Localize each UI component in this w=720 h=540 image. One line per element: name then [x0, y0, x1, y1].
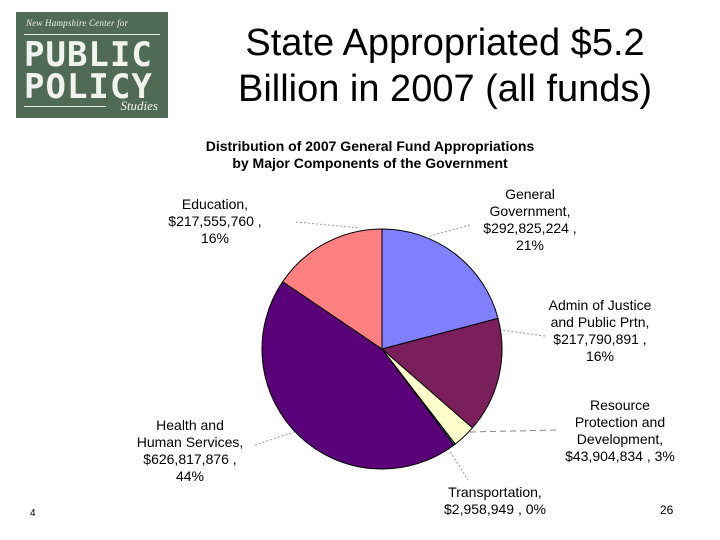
label-line: Development,: [576, 431, 664, 447]
label-line: $217,790,891 ,: [553, 331, 647, 347]
label-line: Education,: [181, 196, 249, 212]
pie-slice-education: [281, 228, 383, 350]
label-line: General: [505, 186, 555, 202]
label-line: Protection and: [574, 414, 666, 430]
label-admin-justice: Admin of Justice and Public Prtn, $217,790…: [525, 297, 675, 365]
leader-lines: [254, 221, 557, 481]
label-line: and Public Prtn,: [550, 314, 650, 330]
label-line: $626,817,876 ,: [143, 451, 237, 467]
page-number-left: 4: [30, 508, 36, 519]
chart-title: Distribution of 2007 General Fund Approp…: [160, 138, 580, 172]
leader-transportation: [445, 444, 469, 481]
logo-policy: POLICY: [24, 67, 153, 107]
logo-rule-bottom: [24, 106, 106, 107]
leader-education: [295, 221, 361, 229]
label-line: Transportation,: [448, 484, 542, 500]
label-line: 21%: [515, 237, 545, 253]
label-line: Health and: [156, 417, 224, 433]
chart-title-line1: Distribution of 2007 General Fund Approp…: [205, 138, 535, 154]
chart-title-line2: by Major Components of the Government: [232, 155, 508, 171]
pie-slice-admin-of-justice-and-public-prtn: [380, 317, 503, 429]
label-line: $2,958,949 , 0%: [444, 501, 546, 517]
label-line: $43,904,834 , 3%: [565, 448, 675, 464]
label-line: Government,: [489, 203, 571, 219]
label-line: Human Services,: [136, 434, 244, 450]
logo-rule: [24, 34, 160, 35]
slide-title: State Appropriated $5.2 Billion in 2007 …: [185, 20, 705, 112]
label-general-government: General Government, $292,825,224 , 21%: [460, 186, 600, 254]
label-transportation: Transportation, $2,958,949 , 0%: [425, 484, 565, 518]
leader-admin-justice: [499, 329, 546, 337]
logo-tagline: New Hampshire Center for: [26, 18, 129, 28]
slide-title-line2: Billion in 2007 (all funds): [237, 68, 652, 110]
pie-slices: [261, 228, 503, 470]
label-resource-protection: Resource Protection and Development, $43,90…: [545, 397, 695, 465]
label-line: 16%: [200, 230, 230, 246]
label-line: Resource: [590, 397, 650, 413]
leader-resource: [469, 429, 557, 433]
label-education: Education, $217,555,760 , 16%: [150, 196, 280, 247]
label-line: Admin of Justice: [548, 297, 652, 313]
pie-slice-health-and-human-services: [261, 280, 455, 470]
label-line: $292,825,224 ,: [483, 220, 577, 236]
label-line: $217,555,760 ,: [168, 213, 262, 229]
leader-health: [254, 429, 301, 446]
pie-slice-general-government: [381, 228, 499, 350]
label-health-human-services: Health and Human Services, $626,817,876 ,4…: [120, 417, 260, 485]
label-line: 44%: [175, 468, 205, 484]
slide-title-line1: State Appropriated $5.2: [245, 22, 645, 64]
page-number-right: 26: [660, 503, 674, 517]
logo-public: PUBLIC: [24, 35, 153, 75]
logo: New Hampshire Center for PUBLIC POLICY S…: [16, 12, 168, 118]
label-line: 16%: [585, 348, 615, 364]
logo-studies: Studies: [120, 98, 158, 113]
leader-general-government: [429, 224, 471, 237]
